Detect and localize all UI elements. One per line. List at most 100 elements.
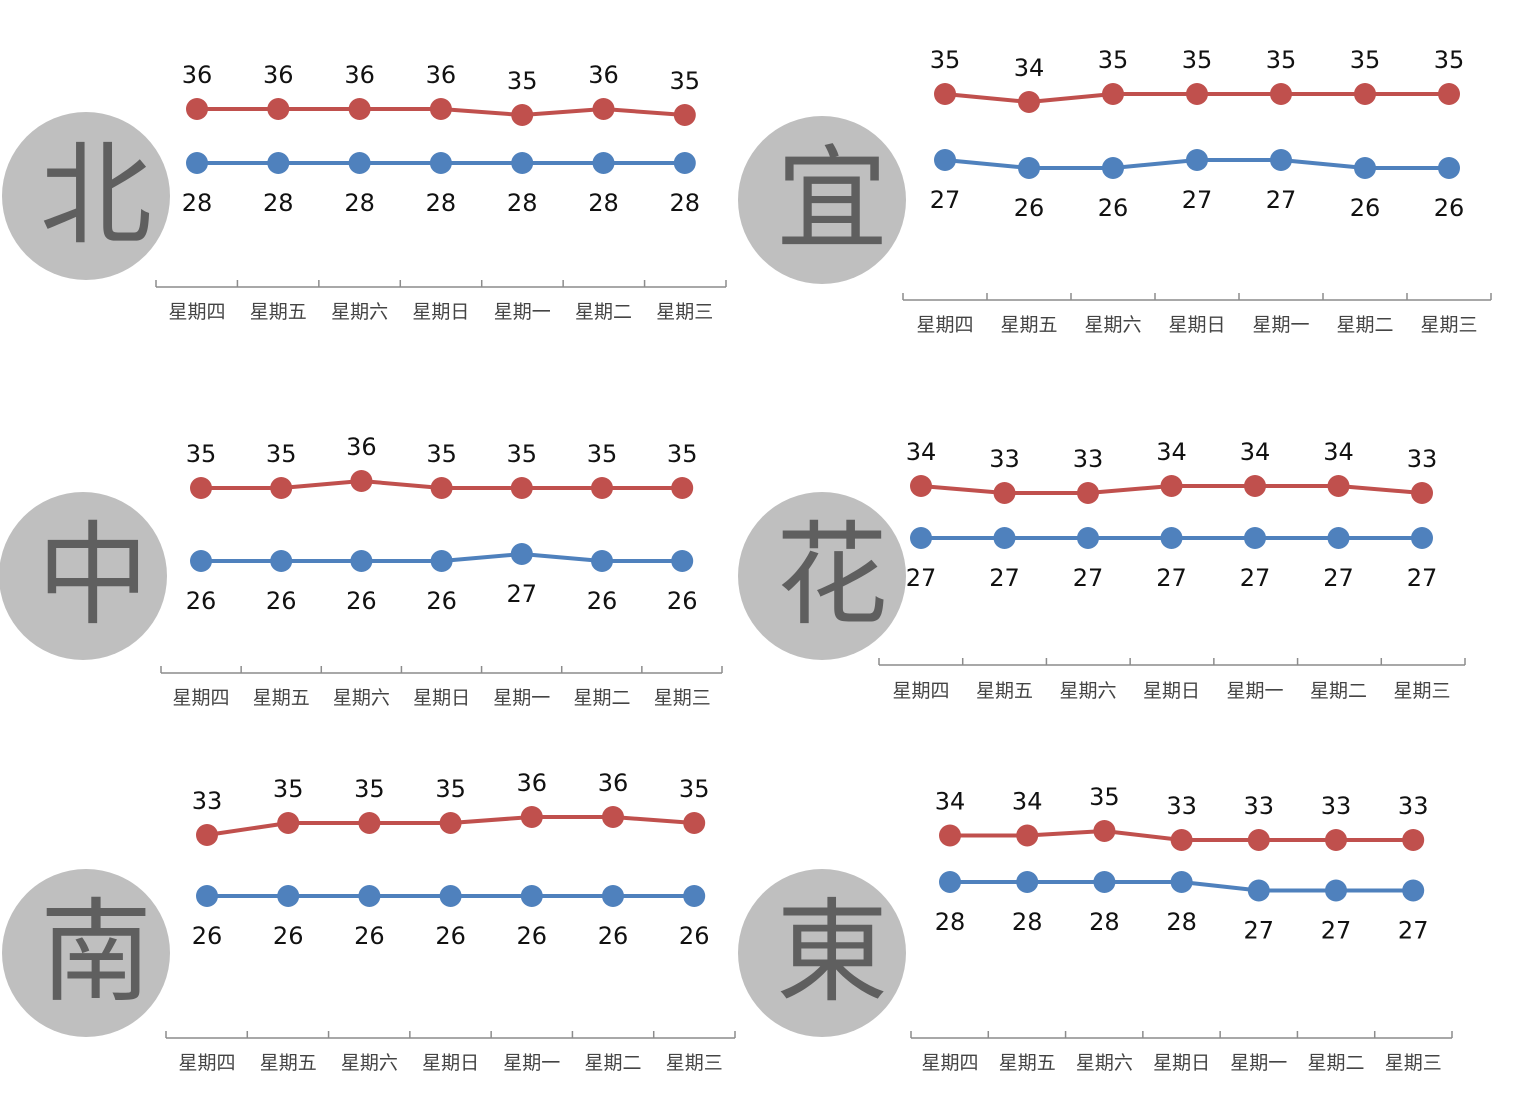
high-temp-label: 35 bbox=[266, 440, 297, 468]
region-label: 中 bbox=[37, 511, 149, 641]
high-temp-label: 34 bbox=[1014, 54, 1045, 82]
x-tick-label: 星期五 bbox=[250, 301, 307, 323]
high-temp-point bbox=[1170, 829, 1193, 851]
low-temp-point bbox=[993, 527, 1016, 549]
high-temp-point bbox=[934, 83, 956, 105]
low-temp-point bbox=[1354, 157, 1376, 179]
low-temp-label: 28 bbox=[426, 189, 457, 217]
high-temp-label: 36 bbox=[588, 61, 619, 89]
high-temp-label: 36 bbox=[344, 61, 375, 89]
x-tick-label: 星期日 bbox=[422, 1052, 479, 1074]
low-temp-point bbox=[1170, 871, 1193, 893]
high-temp-point bbox=[671, 477, 694, 499]
low-temp-point bbox=[350, 550, 373, 572]
low-temp-point bbox=[671, 550, 694, 572]
high-temp-label: 33 bbox=[1073, 445, 1104, 473]
high-temp-point bbox=[1102, 83, 1124, 105]
low-temp-point bbox=[267, 152, 290, 174]
x-tick-label: 星期六 bbox=[1084, 314, 1141, 336]
low-temp-label: 26 bbox=[679, 922, 710, 950]
x-tick-label: 星期二 bbox=[1336, 314, 1393, 336]
high-temp-label: 35 bbox=[679, 775, 710, 803]
high-temp-label: 36 bbox=[517, 769, 548, 797]
low-temp-label: 27 bbox=[1240, 564, 1271, 592]
high-temp-point bbox=[1438, 83, 1460, 105]
high-temp-label: 35 bbox=[507, 440, 538, 468]
high-temp-point bbox=[1018, 91, 1040, 113]
low-temp-label: 26 bbox=[435, 922, 466, 950]
high-temp-label: 35 bbox=[273, 775, 304, 803]
high-temp-label: 35 bbox=[426, 440, 457, 468]
low-temp-label: 28 bbox=[670, 189, 701, 217]
x-tick-label: 星期三 bbox=[654, 687, 711, 709]
high-temp-label: 36 bbox=[263, 61, 294, 89]
high-temp-label: 34 bbox=[1012, 788, 1043, 816]
high-temp-label: 36 bbox=[182, 61, 213, 89]
high-temp-label: 34 bbox=[1240, 438, 1271, 466]
high-temp-point bbox=[439, 812, 462, 834]
low-temp-label: 28 bbox=[935, 908, 966, 936]
high-temp-label: 33 bbox=[1398, 792, 1429, 820]
high-temp-point bbox=[1244, 475, 1266, 497]
low-temp-label: 26 bbox=[667, 587, 698, 615]
low-temp-label: 27 bbox=[507, 580, 538, 608]
low-temp-label: 26 bbox=[266, 587, 297, 615]
high-temp-point bbox=[1186, 83, 1208, 105]
low-temp-label: 27 bbox=[930, 186, 961, 214]
low-temp-label: 27 bbox=[989, 564, 1020, 592]
high-temp-label: 35 bbox=[435, 775, 466, 803]
x-tick-label: 星期日 bbox=[412, 301, 469, 323]
low-temp-label: 27 bbox=[1321, 917, 1352, 945]
low-temp-point bbox=[358, 885, 381, 907]
low-temp-point bbox=[277, 885, 300, 907]
low-temp-point bbox=[429, 152, 452, 174]
region-badge bbox=[2, 112, 170, 280]
low-temp-point bbox=[1018, 157, 1040, 179]
low-temp-point bbox=[1102, 157, 1124, 179]
high-temp-point bbox=[1327, 475, 1350, 497]
high-temp-label: 36 bbox=[598, 769, 629, 797]
x-tick-label: 星期六 bbox=[1076, 1052, 1133, 1074]
high-temp-label: 33 bbox=[1166, 792, 1197, 820]
x-tick-label: 星期三 bbox=[1385, 1052, 1442, 1074]
high-temp-point bbox=[196, 824, 218, 846]
x-tick-label: 星期日 bbox=[1143, 680, 1200, 702]
x-tick-label: 星期三 bbox=[1420, 314, 1477, 336]
x-tick-label: 星期五 bbox=[260, 1052, 317, 1074]
x-tick-label: 星期一 bbox=[1252, 314, 1309, 336]
high-temp-label: 35 bbox=[186, 440, 217, 468]
high-temp-point bbox=[939, 824, 961, 847]
x-tick-label: 星期一 bbox=[503, 1052, 560, 1074]
x-tick-label: 星期六 bbox=[1059, 680, 1116, 702]
low-temp-point bbox=[673, 152, 696, 174]
high-temp-label: 33 bbox=[1407, 445, 1438, 473]
low-temp-point bbox=[1244, 527, 1266, 549]
region-label: 東 bbox=[776, 888, 888, 1018]
region-badge bbox=[738, 869, 906, 1037]
high-temp-point bbox=[277, 812, 300, 834]
low-temp-point bbox=[270, 550, 293, 572]
low-temp-label: 26 bbox=[273, 922, 304, 950]
high-temp-label: 36 bbox=[426, 61, 457, 89]
high-temp-label: 35 bbox=[1182, 46, 1213, 74]
x-tick-label: 星期二 bbox=[1307, 1052, 1364, 1074]
low-temp-label: 26 bbox=[1434, 194, 1465, 222]
high-temp-label: 34 bbox=[906, 438, 937, 466]
high-temp-point bbox=[602, 806, 624, 828]
low-temp-point bbox=[910, 527, 932, 549]
x-tick-label: 星期四 bbox=[892, 680, 949, 702]
low-temp-point bbox=[1093, 871, 1116, 893]
x-tick-label: 星期四 bbox=[178, 1052, 235, 1074]
low-temp-point bbox=[190, 550, 212, 572]
low-temp-point bbox=[1402, 879, 1425, 902]
x-tick-label: 星期一 bbox=[1226, 680, 1283, 702]
high-temp-point bbox=[270, 477, 293, 499]
low-temp-label: 26 bbox=[1014, 194, 1045, 222]
low-temp-label: 27 bbox=[1266, 186, 1297, 214]
high-temp-label: 35 bbox=[930, 46, 961, 74]
high-temp-label: 35 bbox=[670, 67, 701, 95]
low-temp-point bbox=[1077, 527, 1099, 549]
